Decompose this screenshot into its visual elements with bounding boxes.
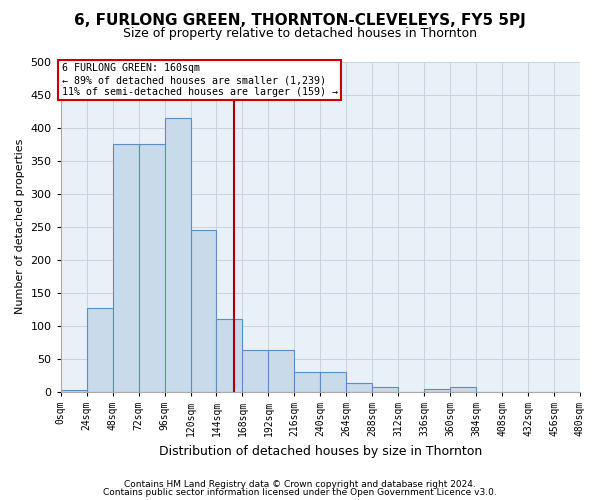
Bar — [295, 372, 320, 392]
Text: Contains public sector information licensed under the Open Government Licence v3: Contains public sector information licen… — [103, 488, 497, 497]
Bar — [113, 144, 139, 392]
X-axis label: Distribution of detached houses by size in Thornton: Distribution of detached houses by size … — [159, 444, 482, 458]
Text: 6, FURLONG GREEN, THORNTON-CLEVELEYS, FY5 5PJ: 6, FURLONG GREEN, THORNTON-CLEVELEYS, FY… — [74, 12, 526, 28]
Text: Contains HM Land Registry data © Crown copyright and database right 2024.: Contains HM Land Registry data © Crown c… — [124, 480, 476, 489]
Bar — [86, 308, 113, 392]
Bar — [61, 390, 86, 392]
Bar — [191, 230, 217, 392]
Text: 6 FURLONG GREEN: 160sqm
← 89% of detached houses are smaller (1,239)
11% of semi: 6 FURLONG GREEN: 160sqm ← 89% of detache… — [62, 64, 338, 96]
Bar — [372, 386, 398, 392]
Text: Size of property relative to detached houses in Thornton: Size of property relative to detached ho… — [123, 28, 477, 40]
Bar — [242, 350, 268, 392]
Bar — [217, 319, 242, 392]
Bar — [268, 350, 295, 392]
Bar — [424, 388, 450, 392]
Y-axis label: Number of detached properties: Number of detached properties — [15, 139, 25, 314]
Bar — [320, 372, 346, 392]
Bar — [164, 118, 191, 392]
Bar — [450, 388, 476, 392]
Bar — [346, 382, 372, 392]
Bar — [139, 144, 164, 392]
